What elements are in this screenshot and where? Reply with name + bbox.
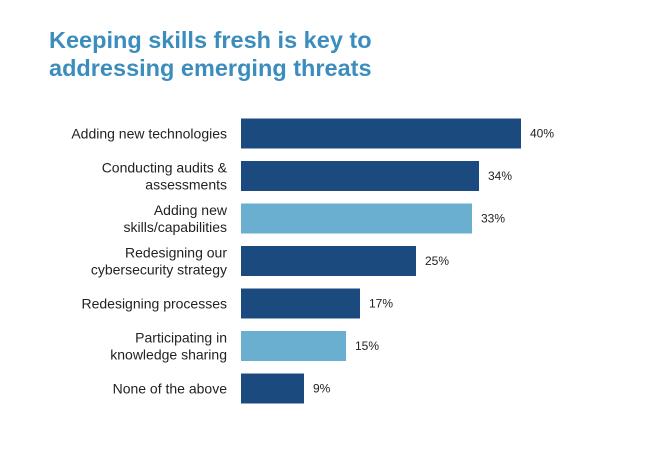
bar-3 (241, 203, 472, 234)
value-label: 34% (488, 169, 512, 183)
bar-6 (241, 331, 346, 361)
category-label: Redesigning processes (81, 296, 227, 312)
category-label: Adding new skills/capabilities (124, 202, 228, 235)
value-label: 40% (530, 127, 554, 141)
category-label: Conducting audits & assessments (102, 160, 228, 193)
value-label: 15% (355, 339, 379, 353)
chart-title: Keeping skills fresh is key to addressin… (49, 27, 372, 81)
bar-1 (241, 118, 521, 149)
bar-2 (241, 161, 479, 191)
value-label: 9% (313, 382, 331, 396)
category-label: Adding new technologies (71, 126, 227, 142)
value-label: 33% (481, 212, 505, 226)
category-label: None of the above (113, 381, 228, 397)
bar-5 (241, 288, 360, 319)
value-label: 25% (425, 254, 449, 268)
bar-4 (241, 246, 416, 276)
category-label: Redesigning our cybersecurity strategy (91, 245, 227, 278)
value-label: 17% (369, 297, 393, 311)
category-label: Participating in knowledge sharing (110, 330, 227, 363)
bar-7 (241, 373, 304, 404)
